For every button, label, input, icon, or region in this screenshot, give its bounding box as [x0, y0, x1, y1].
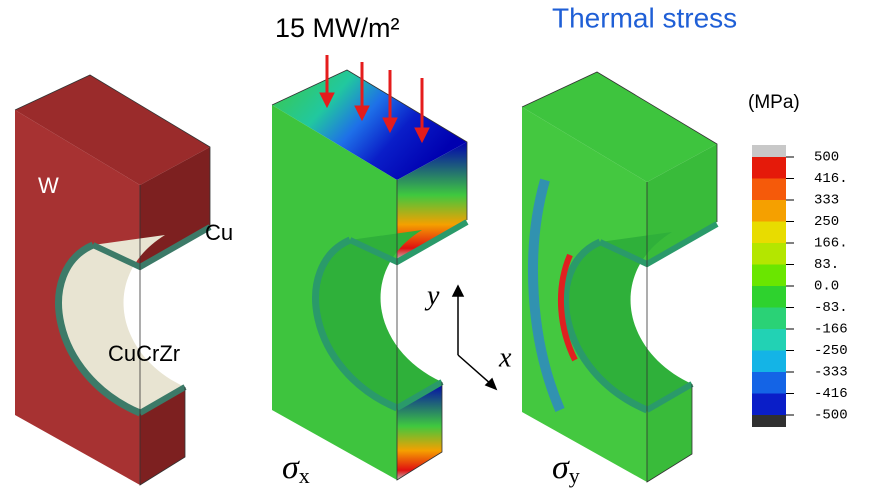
symbol: σ — [552, 449, 570, 486]
sigma-y-block — [522, 72, 717, 482]
legend-band — [752, 145, 786, 157]
legend-band — [752, 394, 786, 416]
w-block — [15, 75, 210, 485]
legend-band — [752, 329, 786, 351]
legend-label: -83. — [814, 300, 848, 316]
legend-band — [752, 243, 786, 265]
material-label: CuCrZr — [108, 341, 180, 366]
legend-band — [752, 351, 786, 373]
legend-label: -500 — [814, 408, 848, 424]
legend-label: 416. — [814, 171, 848, 187]
legend-label: 166. — [814, 236, 848, 252]
legend-band — [752, 308, 786, 330]
legend-label: 500 — [814, 150, 839, 166]
figure: 15 MW/m² Thermal stress (MPa) W Cu CuCrZ… — [0, 0, 879, 500]
legend-band — [752, 222, 786, 244]
legend-band — [752, 157, 786, 179]
legend-band — [752, 372, 786, 394]
legend-label: -333 — [814, 365, 848, 381]
legend-label: -250 — [814, 343, 848, 359]
legend-band — [752, 265, 786, 287]
legend-label: -166 — [814, 322, 848, 338]
legend-band — [752, 415, 786, 427]
legend-label: 250 — [814, 214, 839, 230]
title: Thermal stress — [552, 2, 737, 33]
material-label: W — [38, 173, 59, 198]
color-legend: 500 416. 333 250 166. 83. 0.0 -83. -166 -250 -333 -… — [752, 145, 848, 427]
axis-label: x — [498, 342, 512, 373]
legend-label: 83. — [814, 257, 839, 273]
legend-label: -416 — [814, 386, 848, 402]
subscript: y — [569, 463, 580, 488]
axis-arrows — [453, 286, 496, 389]
subscript: x — [299, 463, 310, 488]
legend-band — [752, 179, 786, 201]
panel-label: σx — [282, 449, 310, 488]
legend-label: 0.0 — [814, 279, 839, 295]
material-label: Cu — [205, 220, 233, 245]
unit: (MPa) — [748, 92, 800, 113]
heat-flux: 15 MW/m² — [275, 13, 400, 43]
legend-band — [752, 200, 786, 222]
sigma-x-block — [272, 70, 467, 480]
axis-label: y — [424, 280, 440, 311]
legend-label: 333 — [814, 193, 839, 209]
panel-label: σy — [552, 449, 580, 488]
legend-band — [752, 286, 786, 308]
symbol: σ — [282, 449, 300, 486]
